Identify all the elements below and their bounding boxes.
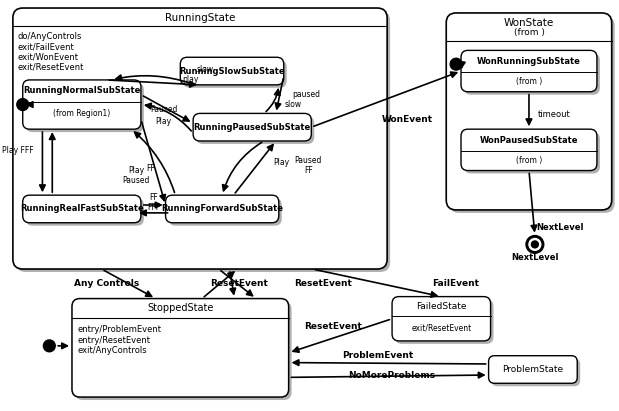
Text: (from ): (from ) <box>516 77 542 86</box>
FancyBboxPatch shape <box>193 113 311 141</box>
FancyBboxPatch shape <box>449 16 615 213</box>
Text: ProblemState: ProblemState <box>503 365 563 374</box>
Text: ProblemEvent: ProblemEvent <box>342 351 413 360</box>
FancyBboxPatch shape <box>392 297 491 341</box>
Text: RunningRealFastSubState: RunningRealFastSubState <box>20 204 144 213</box>
FancyBboxPatch shape <box>395 300 493 344</box>
Text: FailEvent: FailEvent <box>433 279 480 288</box>
FancyBboxPatch shape <box>446 13 612 210</box>
FancyBboxPatch shape <box>25 83 144 132</box>
FancyBboxPatch shape <box>464 132 600 173</box>
Text: FFF: FFF <box>147 203 160 212</box>
Text: slow: slow <box>285 100 302 109</box>
Text: WonRunningSubState: WonRunningSubState <box>477 57 581 66</box>
Text: do/AnyControls
exit/FailEvent
exit/WonEvent
exit/ResetEvent: do/AnyControls exit/FailEvent exit/WonEv… <box>18 32 84 72</box>
Text: entry/ProblemEvent
entry/ResetEvent
exit/AnyControls: entry/ProblemEvent entry/ResetEvent exit… <box>78 325 162 355</box>
Text: FailedState: FailedState <box>416 302 467 311</box>
Text: timeout: timeout <box>538 110 571 119</box>
FancyBboxPatch shape <box>491 359 580 386</box>
Text: StoppedState: StoppedState <box>147 303 214 314</box>
Text: WonEvent: WonEvent <box>381 115 433 124</box>
FancyBboxPatch shape <box>180 57 284 85</box>
FancyBboxPatch shape <box>488 356 578 383</box>
FancyBboxPatch shape <box>75 302 292 400</box>
Text: Play FFF: Play FFF <box>2 146 33 155</box>
Text: slow: slow <box>196 65 214 74</box>
Circle shape <box>43 340 55 352</box>
Circle shape <box>17 99 28 111</box>
Circle shape <box>532 241 539 248</box>
Text: WonState: WonState <box>504 18 554 28</box>
Text: Play: Play <box>155 117 171 126</box>
Circle shape <box>450 58 462 70</box>
Text: Paused: Paused <box>150 105 177 114</box>
Text: (from ): (from ) <box>516 156 542 165</box>
Text: exit/ResetEvent: exit/ResetEvent <box>411 323 472 332</box>
Text: RunningForwardSubState: RunningForwardSubState <box>161 204 283 213</box>
FancyBboxPatch shape <box>461 51 597 92</box>
Text: ResetEvent: ResetEvent <box>304 322 362 331</box>
FancyBboxPatch shape <box>464 53 600 95</box>
Text: Play: Play <box>274 158 290 167</box>
Text: NoMoreProblems: NoMoreProblems <box>348 371 436 380</box>
Text: RunningPausedSubState: RunningPausedSubState <box>194 123 311 132</box>
Text: NextLevel: NextLevel <box>511 253 558 262</box>
Text: FF: FF <box>146 164 155 173</box>
Text: (from ): (from ) <box>514 28 544 37</box>
Text: Paused
FF: Paused FF <box>295 156 322 175</box>
Text: RunningSlowSubState: RunningSlowSubState <box>180 67 285 76</box>
FancyBboxPatch shape <box>13 8 387 269</box>
FancyBboxPatch shape <box>183 60 287 88</box>
Text: (from Region1): (from Region1) <box>53 109 110 118</box>
Text: RunningState: RunningState <box>165 13 235 23</box>
FancyBboxPatch shape <box>168 198 282 226</box>
Text: FF: FF <box>149 193 158 202</box>
Text: Play
Paused: Play Paused <box>123 166 150 185</box>
Circle shape <box>529 238 541 250</box>
Text: paused: paused <box>292 90 321 99</box>
Text: WonPausedSubState: WonPausedSubState <box>480 136 578 145</box>
FancyBboxPatch shape <box>196 116 314 144</box>
Text: Any Controls: Any Controls <box>74 279 139 288</box>
Text: ResetEvent: ResetEvent <box>210 279 269 288</box>
FancyBboxPatch shape <box>461 129 597 171</box>
FancyBboxPatch shape <box>23 80 141 129</box>
FancyBboxPatch shape <box>23 195 141 223</box>
Circle shape <box>526 236 543 253</box>
Text: RunningNormalSubState: RunningNormalSubState <box>23 86 141 95</box>
FancyBboxPatch shape <box>72 298 288 397</box>
FancyBboxPatch shape <box>25 198 144 226</box>
FancyBboxPatch shape <box>16 11 390 272</box>
Text: ResetEvent: ResetEvent <box>294 279 352 288</box>
FancyBboxPatch shape <box>165 195 279 223</box>
Text: play: play <box>182 76 198 84</box>
Text: NextLevel: NextLevel <box>536 223 583 232</box>
